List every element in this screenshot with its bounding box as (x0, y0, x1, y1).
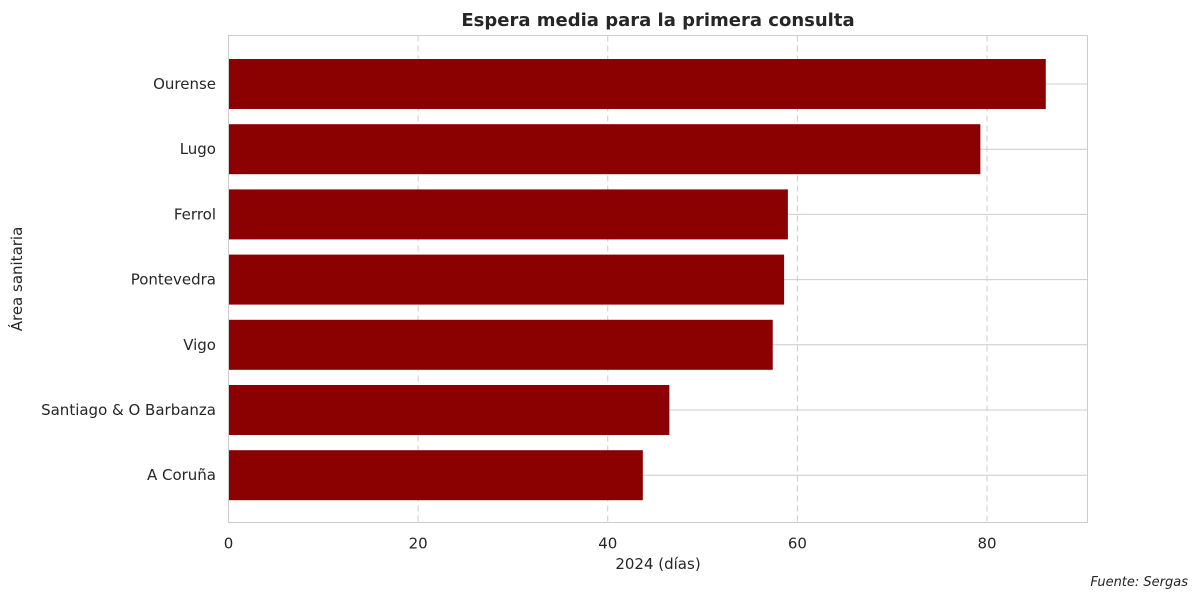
bar (228, 124, 981, 175)
bar (228, 450, 643, 501)
y-tick-label: Lugo (180, 140, 216, 158)
y-tick-label: Ourense (153, 75, 216, 93)
x-axis-label: 2024 (días) (615, 555, 700, 573)
y-tick-label: Pontevedra (131, 271, 216, 289)
x-tick-label: 0 (224, 535, 234, 553)
x-tick-label: 40 (598, 535, 617, 553)
bar (228, 319, 773, 370)
bar (228, 254, 785, 305)
source-note: Fuente: Sergas (1090, 575, 1188, 590)
y-axis-label: Área sanitaria (7, 227, 26, 332)
y-tick-label: Ferrol (174, 205, 216, 223)
y-tick-label: A Coruña (147, 466, 216, 484)
x-tick-label: 20 (409, 535, 428, 553)
x-tick-labels: 0 20 40 60 80 (224, 535, 997, 553)
bars (228, 59, 1046, 501)
x-tick-label: 60 (788, 535, 807, 553)
bar (228, 59, 1046, 109)
bar (228, 385, 670, 435)
x-tick-label: 80 (977, 535, 996, 553)
bar (228, 189, 788, 240)
y-tick-labels: Ourense Lugo Ferrol Pontevedra Vigo Santiago … (41, 75, 216, 484)
plot-frame (228, 35, 1088, 523)
y-tick-label: Vigo (183, 336, 216, 354)
chart-title: Espera media para la primera consulta (461, 10, 854, 31)
y-tick-label: Santiago & O Barbanza (41, 401, 216, 419)
